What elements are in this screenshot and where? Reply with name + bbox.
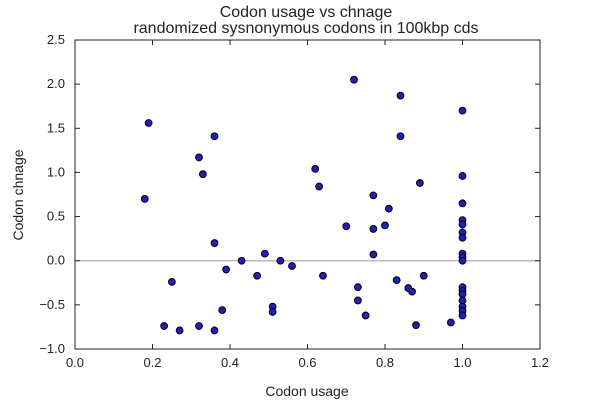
y-tick-label: 1.0 bbox=[47, 164, 65, 179]
x-tick-label: 0.6 bbox=[298, 355, 316, 370]
data-point bbox=[350, 75, 358, 84]
data-point bbox=[276, 256, 285, 265]
data-point bbox=[210, 132, 219, 141]
y-tick-label: 2.0 bbox=[47, 76, 65, 91]
data-point bbox=[222, 265, 231, 274]
data-point bbox=[408, 287, 417, 296]
data-point bbox=[396, 91, 405, 100]
data-point bbox=[396, 132, 405, 141]
x-tick-label: 1.0 bbox=[453, 355, 471, 370]
data-point bbox=[458, 199, 467, 208]
y-tick-label: −0.5 bbox=[39, 297, 65, 312]
data-point bbox=[412, 321, 420, 330]
x-tick-label: 0.0 bbox=[66, 355, 84, 370]
data-point bbox=[446, 318, 455, 327]
data-point bbox=[342, 222, 351, 231]
data-point bbox=[369, 191, 378, 200]
y-tick-label: 0.5 bbox=[47, 209, 65, 224]
data-point bbox=[210, 326, 219, 335]
x-tick-label: 0.4 bbox=[221, 355, 239, 370]
data-point bbox=[384, 204, 393, 213]
plot-frame bbox=[74, 39, 541, 350]
data-point bbox=[288, 262, 296, 270]
y-tick-label: 0.0 bbox=[47, 253, 65, 268]
data-point bbox=[458, 220, 467, 229]
x-tick-label: 1.2 bbox=[531, 355, 549, 370]
data-point bbox=[353, 283, 362, 292]
chart-title-line-1: Codon usage vs chnage bbox=[220, 4, 393, 21]
data-point bbox=[175, 326, 184, 335]
data-point bbox=[419, 271, 428, 280]
x-tick-label: 0.8 bbox=[376, 355, 394, 370]
data-point bbox=[195, 153, 203, 162]
x-tick-label: 0.2 bbox=[143, 355, 161, 370]
data-point bbox=[458, 106, 467, 115]
data-point bbox=[160, 322, 169, 330]
data-point bbox=[458, 311, 467, 320]
data-point bbox=[237, 256, 246, 265]
data-point bbox=[392, 276, 401, 285]
data-point bbox=[353, 296, 362, 305]
data-point bbox=[218, 306, 227, 315]
data-point bbox=[458, 172, 467, 180]
data-point bbox=[458, 256, 467, 265]
data-point bbox=[415, 179, 424, 187]
data-point bbox=[458, 233, 467, 242]
data-point bbox=[198, 170, 207, 179]
data-point bbox=[268, 308, 277, 316]
data-point bbox=[195, 322, 203, 330]
y-tick-label: 2.5 bbox=[47, 32, 65, 47]
data-point bbox=[311, 164, 320, 173]
y-tick-label: −1.0 bbox=[39, 341, 65, 356]
x-axis-label: Codon usage bbox=[265, 383, 349, 399]
data-point bbox=[140, 195, 149, 203]
data-point bbox=[260, 249, 269, 258]
data-point bbox=[381, 221, 389, 230]
y-tick-label: 1.5 bbox=[47, 120, 65, 135]
y-axis-label: Codon chnage bbox=[10, 149, 26, 240]
data-point bbox=[253, 271, 262, 280]
data-point bbox=[361, 311, 370, 320]
data-point bbox=[210, 239, 219, 247]
data-point bbox=[369, 225, 378, 233]
axis-ticks: 0.0 0.2 0.4 0.6 0.8 1.0 1.2 −1.0 −0.5 0.0 0.5 1.0 1.… bbox=[39, 32, 549, 370]
chart-title-line-2: randomized sysnonymous codons in 100kbp … bbox=[133, 20, 478, 37]
data-points bbox=[140, 75, 467, 335]
data-point bbox=[369, 250, 378, 259]
data-point bbox=[167, 278, 176, 286]
data-point bbox=[319, 271, 327, 280]
data-point bbox=[315, 182, 324, 191]
data-point bbox=[144, 119, 153, 127]
